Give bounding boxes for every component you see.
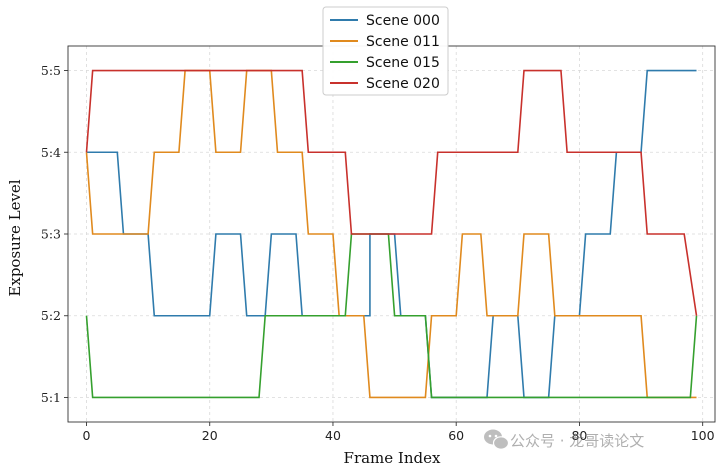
- series-line-scene-000: [86, 69, 697, 399]
- legend-box: [322, 6, 449, 96]
- y-tick-label: 5:3: [41, 227, 61, 242]
- y-tick-label: 5:2: [41, 308, 61, 323]
- watermark-text: 公众号 · 龙哥读论文: [510, 432, 644, 450]
- x-tick-label: 0: [83, 428, 91, 443]
- legend-label: Scene 000: [366, 13, 440, 29]
- legend-label: Scene 020: [366, 76, 440, 92]
- y-tick-label: 5:4: [41, 145, 61, 160]
- legend-label: Scene 015: [366, 55, 440, 71]
- wechat-icon: [484, 429, 510, 450]
- series-layer: [85, 69, 698, 399]
- x-tick-label: 80: [571, 428, 587, 443]
- x-tick-label: 100: [691, 428, 715, 443]
- x-tick-label: 40: [325, 428, 341, 443]
- x-axis-label: Frame Index: [344, 449, 441, 467]
- legend-label: Scene 011: [366, 34, 440, 50]
- y-tick-label: 5:1: [41, 390, 61, 405]
- x-tick-label: 60: [448, 428, 464, 443]
- y-tick-label: 5:5: [41, 63, 61, 78]
- series-line-scene-020: [85, 69, 698, 316]
- legend: Scene 000 Scene 011 Scene 015 Scene 020: [322, 6, 449, 96]
- watermark: 公众号 · 龙哥读论文: [484, 429, 644, 450]
- ticks: 0 20 40 60 80 100 5:1 5:2 5:3 5:4 5:5: [41, 63, 715, 443]
- y-axis-label: Exposure Level: [6, 179, 24, 296]
- x-tick-label: 20: [202, 428, 218, 443]
